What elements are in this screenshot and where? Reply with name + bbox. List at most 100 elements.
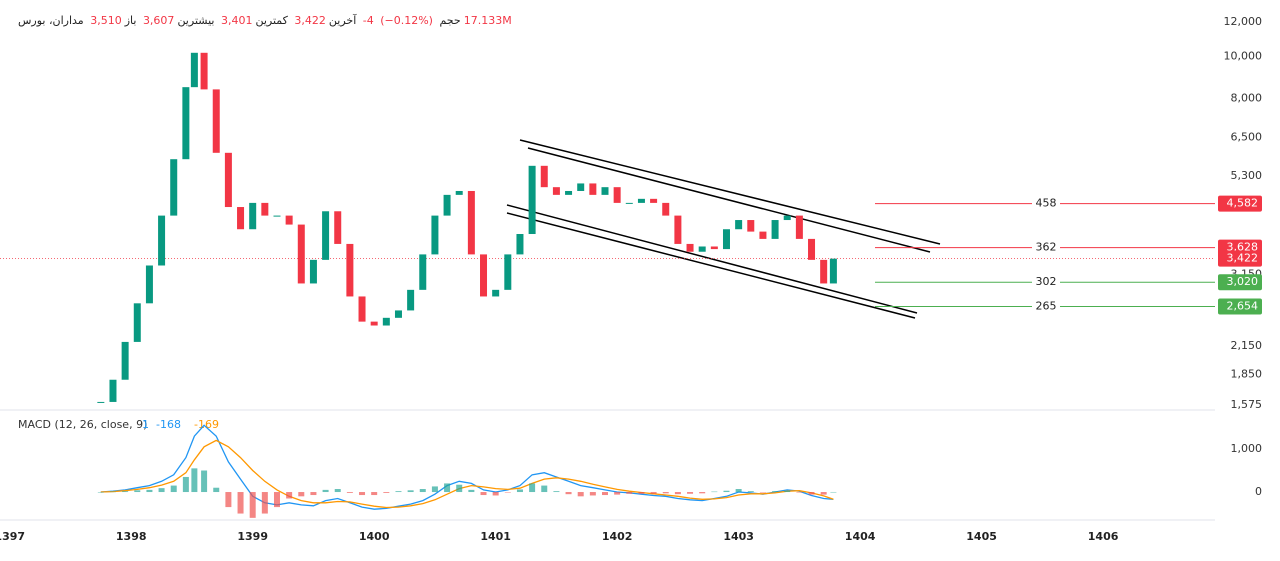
histogram-bar [371,492,378,496]
histogram-bar [134,490,141,493]
candle [686,243,694,252]
candle [613,187,621,203]
y-tick-label: 5,300 [1231,169,1263,182]
label: کمترین [255,14,288,27]
histogram-bar [249,492,256,518]
channel-line [527,147,931,253]
candle [455,190,463,195]
histogram-bar [747,491,754,493]
histogram-bar [431,486,438,493]
histogram-bar [261,492,268,514]
histogram-bar [830,491,837,493]
header: مداران، بورس 3,510 باز 3,607 بیشترین 3,401… [18,14,515,27]
histogram-bar [170,485,177,493]
label: حجم [439,14,461,27]
histogram-bar [334,489,341,493]
level-text-bg [1032,299,1060,314]
candle [771,220,779,239]
histogram-bar [419,489,426,493]
histogram-bar [191,468,198,493]
candle [808,238,816,260]
level-text: 458 [1036,197,1057,210]
histogram-bar [577,492,584,497]
histogram-bar [541,485,548,493]
label: باز [124,14,137,27]
x-tick-label: 1401 [480,530,511,543]
histogram-bar [158,488,165,493]
candle [158,215,166,266]
label: بیشترین [177,14,215,27]
candle [407,289,415,311]
candle [261,202,269,216]
value: 3,510 [90,14,122,27]
candle [334,211,342,244]
level-text-bg [1032,275,1060,290]
candle [565,190,573,195]
histogram-bar [784,490,791,493]
x-tick-label: 1403 [723,530,754,543]
candle [285,215,293,225]
candle [419,254,427,290]
histogram-bar [322,489,329,493]
histogram-bar [759,492,766,493]
candle [346,243,354,297]
level-text: 362 [1036,241,1057,254]
histogram-bar [626,492,633,494]
histogram-bar [456,484,463,493]
histogram-bar [674,492,681,495]
candle [795,215,803,239]
histogram-bar [662,492,669,494]
candle [637,198,645,203]
histogram-bar [286,492,293,499]
candle [145,265,153,304]
price-tag-label: 3,628 [1227,241,1259,254]
candle [212,89,220,153]
y-tick-label: 2,150 [1231,339,1263,352]
x-tick-label: 1404 [845,530,876,543]
candle [309,259,317,284]
candle [540,165,548,188]
candle [224,152,232,208]
macd-line [100,439,834,509]
level-text-bg [1032,196,1060,211]
candle [273,215,281,217]
candle [322,211,330,260]
x-tick-label: 1399 [237,530,268,543]
candle [722,229,730,250]
value: 3,401 [220,14,253,27]
price-tag-label: 3,422 [1227,252,1259,265]
histogram-bar [346,492,353,493]
candle [431,215,439,255]
candle [650,198,658,203]
candle [492,289,500,297]
histogram-bar [711,491,718,493]
candle [552,187,560,195]
y-tick-label: 6,500 [1231,131,1263,144]
candle [601,187,609,195]
level-text: 302 [1036,275,1057,288]
y-tick-label: 10,000 [1224,50,1263,63]
histogram-bar [395,491,402,493]
change-pct: (−0.12%) [380,14,433,27]
histogram-bar [109,491,116,493]
candle [528,165,536,235]
candle [747,220,755,232]
level-text-bg [1032,240,1060,255]
candle [698,246,706,252]
histogram-bar [516,489,523,493]
histogram-bar [796,492,803,493]
y-tick-label: 1,000 [1231,442,1263,455]
channel-line [506,212,916,319]
price-tag-label: 3,020 [1227,275,1259,288]
x-tick-label: 1405 [966,530,997,543]
candle [735,220,743,230]
macd-line [100,424,834,510]
value: 3,607 [142,14,175,27]
candle [662,202,670,216]
candle [443,194,451,216]
histogram-bar [225,492,232,508]
candle [133,303,141,342]
candle [182,87,190,160]
histogram-bar [201,470,208,493]
